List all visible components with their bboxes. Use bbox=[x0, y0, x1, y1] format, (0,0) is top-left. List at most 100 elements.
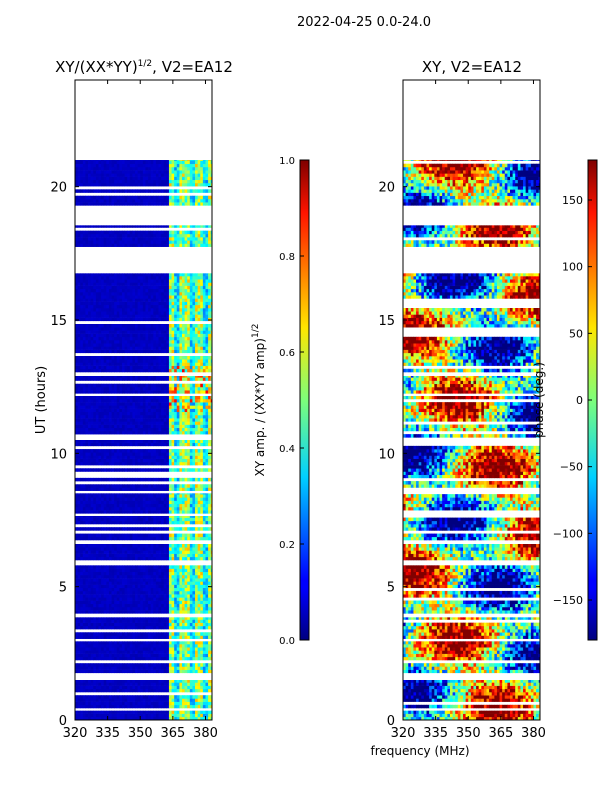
heatmap-cell bbox=[101, 716, 105, 720]
heatmap-cell bbox=[208, 533, 212, 538]
heatmap-cell bbox=[140, 698, 144, 702]
heatmap-cell bbox=[179, 359, 183, 363]
heatmap-cell bbox=[166, 568, 170, 573]
heatmap-cell bbox=[163, 376, 167, 378]
heatmap-cell bbox=[142, 516, 146, 518]
heatmap-cell bbox=[75, 510, 79, 514]
heatmap-cell bbox=[184, 377, 188, 381]
heatmap-cell bbox=[174, 390, 178, 394]
heatmap-cell bbox=[166, 516, 170, 518]
heatmap-cell bbox=[187, 356, 191, 360]
heatmap-cell bbox=[189, 402, 193, 406]
heatmap-cell bbox=[171, 544, 175, 548]
heatmap-cell bbox=[75, 356, 79, 360]
heatmap-cell bbox=[80, 520, 84, 525]
heatmap-cell bbox=[150, 656, 154, 661]
heatmap-cell bbox=[181, 536, 185, 541]
heatmap-cell bbox=[168, 556, 172, 561]
heatmap-cell bbox=[145, 635, 149, 639]
heatmap-cell bbox=[114, 565, 118, 569]
heatmap-cell bbox=[150, 647, 154, 651]
heatmap-cell bbox=[163, 578, 167, 582]
heatmap-cell bbox=[116, 587, 120, 592]
heatmap-cell bbox=[205, 701, 209, 706]
heatmap-cell bbox=[75, 390, 79, 394]
heatmap-cell bbox=[168, 411, 172, 416]
heatmap-cell bbox=[132, 533, 136, 538]
heatmap-cell bbox=[189, 610, 193, 614]
heatmap-cell bbox=[153, 680, 157, 683]
heatmap-cell bbox=[101, 390, 105, 394]
heatmap-cell bbox=[129, 362, 133, 366]
heatmap-cell bbox=[95, 497, 99, 501]
heatmap-cell bbox=[116, 544, 120, 548]
heatmap-cell bbox=[90, 688, 94, 693]
heatmap-cell bbox=[145, 484, 149, 488]
heatmap-cell bbox=[202, 647, 206, 651]
heatmap-cell bbox=[181, 421, 185, 425]
heatmap-cell bbox=[121, 600, 125, 605]
heatmap-cell bbox=[150, 704, 154, 709]
heatmap-cell bbox=[108, 494, 112, 498]
heatmap-cell bbox=[176, 414, 180, 419]
heatmap-cell bbox=[137, 578, 141, 582]
heatmap-cell bbox=[197, 411, 201, 416]
heatmap-cell bbox=[168, 527, 172, 531]
heatmap-cell bbox=[75, 506, 79, 511]
heatmap-cell bbox=[121, 581, 125, 585]
heatmap-cell bbox=[82, 418, 86, 422]
heatmap-cell bbox=[161, 547, 165, 551]
heatmap-cell bbox=[168, 477, 172, 482]
heatmap-cell bbox=[108, 581, 112, 585]
heatmap-cell bbox=[158, 571, 162, 576]
heatmap-cell bbox=[129, 500, 133, 505]
heatmap-cell bbox=[108, 359, 112, 363]
heatmap-cell bbox=[95, 359, 99, 363]
heatmap-cell bbox=[80, 424, 84, 429]
heatmap-cell bbox=[179, 421, 183, 425]
heatmap-cell bbox=[82, 402, 86, 406]
heatmap-cell bbox=[202, 594, 206, 598]
heatmap-cell bbox=[114, 424, 118, 429]
heatmap-cell bbox=[153, 666, 157, 670]
heatmap-cell bbox=[127, 386, 131, 391]
heatmap-cell bbox=[88, 600, 92, 605]
heatmap-cell bbox=[93, 666, 97, 670]
heatmap-cell bbox=[82, 653, 86, 658]
heatmap-cell bbox=[114, 506, 118, 511]
heatmap-cell bbox=[85, 625, 89, 630]
heatmap-cell bbox=[95, 386, 99, 391]
heatmap-cell bbox=[179, 590, 183, 595]
heatmap-cell bbox=[210, 442, 212, 447]
heatmap-cell bbox=[140, 506, 144, 511]
heatmap-cell bbox=[82, 617, 86, 620]
heatmap-cell bbox=[75, 411, 79, 416]
heatmap-cell bbox=[137, 571, 141, 576]
heatmap-cell bbox=[88, 565, 92, 569]
heatmap-cell bbox=[132, 544, 136, 548]
heatmap-cell bbox=[75, 500, 79, 505]
heatmap-cell bbox=[95, 442, 99, 447]
heatmap-cell bbox=[119, 520, 123, 525]
heatmap-cell bbox=[108, 669, 112, 674]
heatmap-cell bbox=[197, 449, 201, 453]
heatmap-cell bbox=[174, 647, 178, 651]
heatmap-cell bbox=[80, 365, 84, 370]
heatmap-cell bbox=[184, 516, 188, 518]
heatmap-cell bbox=[142, 713, 146, 718]
heatmap-cell bbox=[77, 506, 81, 511]
heatmap-cell bbox=[85, 606, 89, 611]
heatmap-cell bbox=[132, 408, 136, 413]
heatmap-cell bbox=[197, 421, 201, 425]
heatmap-cell bbox=[82, 625, 86, 630]
heatmap-cell bbox=[202, 494, 206, 498]
heatmap-cell bbox=[148, 617, 152, 620]
heatmap-cell bbox=[166, 510, 170, 514]
heatmap-cell bbox=[135, 584, 139, 589]
heatmap-cell bbox=[192, 581, 196, 585]
heatmap-cell bbox=[155, 349, 159, 354]
heatmap-cell bbox=[158, 421, 162, 425]
heatmap-cell bbox=[208, 600, 212, 605]
heatmap-cell bbox=[210, 402, 212, 406]
heatmap-cell bbox=[95, 402, 99, 406]
